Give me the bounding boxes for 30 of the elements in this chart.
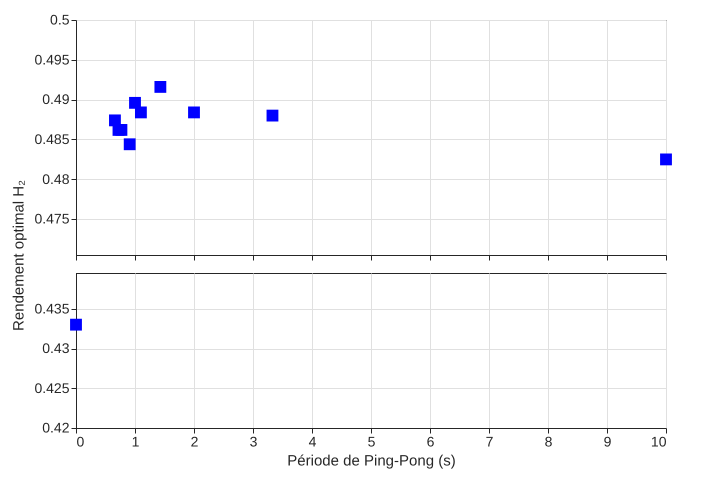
x-tick-label: 6 xyxy=(426,434,435,450)
point xyxy=(124,138,136,150)
point xyxy=(116,124,128,136)
point xyxy=(660,153,672,166)
y-tick-label: 0.435 xyxy=(34,300,70,316)
point xyxy=(134,106,147,118)
point xyxy=(266,110,278,122)
y-tick-label: 0.48 xyxy=(42,170,70,187)
y-tick-label: 0.49 xyxy=(42,91,70,108)
x-tick-label: 9 xyxy=(604,434,612,450)
x-tick-label: 5 xyxy=(368,434,376,450)
y-tick-label: 0.495 xyxy=(34,51,70,68)
x-tick-label: 4 xyxy=(308,434,317,450)
x-tick-label: 7 xyxy=(486,434,494,450)
x-tick-label: 0 xyxy=(76,434,84,450)
x-tick-label: 10 xyxy=(650,434,667,450)
y-tick-label: 0.485 xyxy=(34,130,70,147)
y-tick-label: 0.425 xyxy=(34,380,70,396)
x-axis-title: Période de Ping-Pong (s) xyxy=(287,452,456,470)
x-tick-label: 8 xyxy=(544,434,553,450)
point xyxy=(154,81,166,93)
x-tick-label: 2 xyxy=(190,434,199,450)
y-tick-label: 0.5 xyxy=(50,12,70,28)
y-tick-label: 0.42 xyxy=(42,420,70,436)
y-tick-label: 0.475 xyxy=(34,210,70,227)
point xyxy=(188,106,200,118)
x-tick-label: 3 xyxy=(250,434,258,450)
y-tick-label: 0.43 xyxy=(42,340,70,356)
y-axis-title: Rendement optimal H₂ xyxy=(10,180,28,331)
x-tick-label: 1 xyxy=(132,434,140,450)
